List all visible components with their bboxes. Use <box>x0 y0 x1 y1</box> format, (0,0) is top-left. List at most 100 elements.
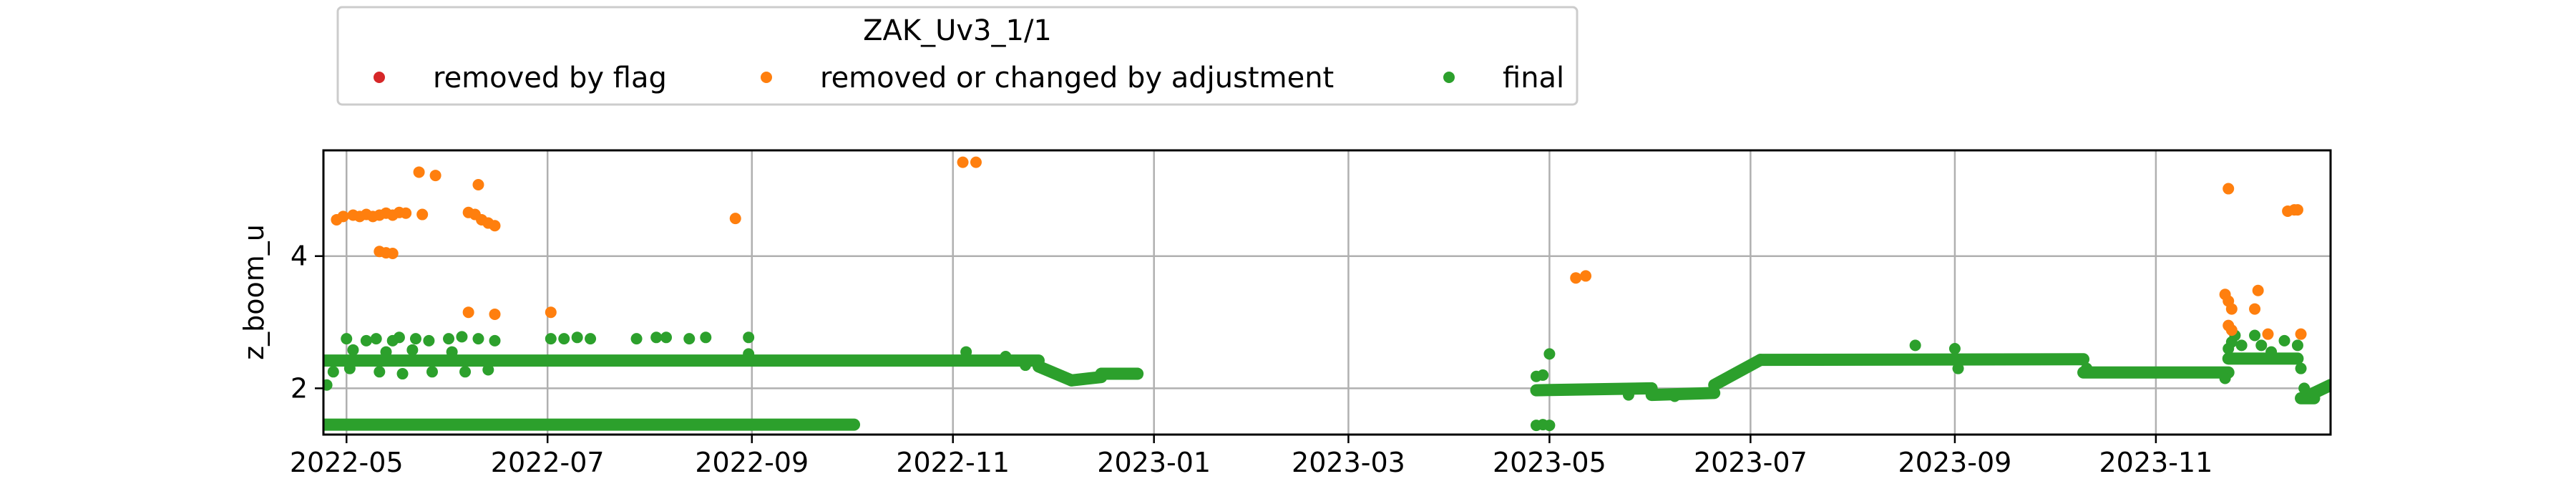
data-point-removed-or-changed-by-adjustment <box>2225 324 2238 336</box>
data-point-removed-or-changed-by-adjustment <box>1570 272 1582 284</box>
data-point-final <box>2255 339 2268 352</box>
data-point-final <box>1543 348 1556 360</box>
legend: ZAK_Uv3_1/1 removed by flag removed or c… <box>336 6 1579 106</box>
data-point-final <box>1952 362 1964 374</box>
data-point-final <box>343 362 356 374</box>
data-point-final <box>1537 369 1549 381</box>
data-point-final <box>743 348 755 360</box>
data-point-final <box>2219 372 2231 384</box>
data-point-final <box>2249 329 2261 342</box>
legend-marker-removed-by-flag <box>374 72 385 83</box>
data-point-removed-or-changed-by-adjustment <box>2262 328 2274 340</box>
x-tick-label: 2022-09 <box>695 447 809 478</box>
data-point-removed-or-changed-by-adjustment <box>416 208 429 221</box>
data-point-removed-or-changed-by-adjustment <box>957 156 969 168</box>
legend-label-final: final <box>1503 62 1564 95</box>
data-point-final <box>2278 334 2290 347</box>
x-tick-label: 2022-11 <box>896 447 1010 478</box>
data-point-final <box>1909 339 1921 352</box>
data-point-final <box>341 333 353 345</box>
data-point-removed-or-changed-by-adjustment <box>545 306 557 319</box>
data-point-removed-or-changed-by-adjustment <box>2291 204 2303 216</box>
data-point-final <box>446 346 458 358</box>
data-point-removed-or-changed-by-adjustment <box>472 179 484 191</box>
y-tick-label: 2 <box>291 372 308 404</box>
x-axis: 2022-05 2022-07 2022-09 2022-11 2023-01 2023-… <box>290 435 2212 478</box>
data-point-final <box>374 366 386 378</box>
data-run-final <box>2308 379 2331 399</box>
data-point-final <box>396 368 409 380</box>
data-point-final <box>406 344 419 356</box>
data-point-removed-or-changed-by-adjustment <box>2249 303 2261 315</box>
data-point-final <box>459 366 472 378</box>
data-point-final <box>323 379 333 391</box>
y-axis-label: z_boom_u <box>238 224 270 360</box>
y-tick-label: 4 <box>291 241 308 272</box>
data-point-final <box>571 331 583 344</box>
legend-box <box>336 6 1579 106</box>
data-point-final <box>2291 339 2303 352</box>
data-point-final <box>327 366 339 378</box>
data-point-removed-or-changed-by-adjustment <box>2223 183 2235 195</box>
data-point-final <box>585 333 597 345</box>
legend-marker-final <box>1443 72 1455 83</box>
data-point-final <box>380 346 392 358</box>
legend-title: ZAK_Uv3_1/1 <box>863 14 1052 47</box>
data-point-final <box>630 333 643 345</box>
data-point-final <box>1020 359 1032 372</box>
x-tick-label: 2023-07 <box>1694 447 1807 478</box>
x-tick-label: 2022-05 <box>290 447 404 478</box>
data-point-final <box>426 366 438 378</box>
data-point-final <box>456 331 468 343</box>
data-point-final <box>393 331 405 344</box>
data-point-final <box>2298 382 2311 394</box>
data-point-removed-or-changed-by-adjustment <box>400 207 412 219</box>
data-point-final <box>1948 342 1961 354</box>
data-point-final <box>1669 390 1681 402</box>
data-point-final <box>472 333 484 345</box>
data-point-final <box>347 344 359 356</box>
data-point-final <box>1622 389 1634 401</box>
grid <box>323 150 2331 435</box>
legend-label-removed-by-flag: removed by flag <box>433 62 667 95</box>
x-tick-label: 2023-09 <box>1898 447 2012 478</box>
data-run-final <box>1708 354 1767 392</box>
data-point-removed-or-changed-by-adjustment <box>386 248 399 260</box>
data-point-final <box>558 333 570 345</box>
data-point-removed-or-changed-by-adjustment <box>462 306 474 319</box>
data-run-final <box>1645 387 1721 402</box>
data-point-removed-or-changed-by-adjustment <box>1580 270 1592 282</box>
data-point-final <box>545 333 557 345</box>
data-point-final <box>683 333 696 345</box>
data-point-final <box>482 364 494 376</box>
legend-marker-removed-or-changed <box>761 72 772 83</box>
data-point-final <box>660 331 673 344</box>
data-point-final <box>443 333 455 345</box>
data-point-final <box>1000 351 1012 363</box>
data-point-final <box>2235 339 2248 352</box>
data-run-final <box>1754 353 2090 367</box>
plot-frame <box>322 149 2332 436</box>
data-point-removed-or-changed-by-adjustment <box>2225 303 2238 315</box>
plot-background <box>323 150 2331 435</box>
data-point-final <box>2265 346 2278 358</box>
data-point-removed-or-changed-by-adjustment <box>489 308 501 320</box>
x-tick-label: 2023-01 <box>1097 447 1211 478</box>
data-point-removed-or-changed-by-adjustment <box>489 220 501 232</box>
data-point-final <box>2081 362 2093 374</box>
x-tick-label: 2022-07 <box>491 447 605 478</box>
data-point-final <box>423 334 435 347</box>
data-point-removed-or-changed-by-adjustment <box>2252 284 2264 296</box>
data-point-final <box>489 334 501 347</box>
data-point-final <box>409 333 421 345</box>
data-point-final <box>2295 362 2307 374</box>
data-point-removed-or-changed-by-adjustment <box>413 166 425 178</box>
data-point-final <box>1543 420 1556 432</box>
legend-label-removed-or-changed: removed or changed by adjustment <box>820 62 1334 95</box>
x-tick-label: 2023-03 <box>1292 447 1405 478</box>
data-point-final <box>360 334 372 347</box>
data-layer <box>323 156 2331 432</box>
y-axis: 24 <box>291 241 323 404</box>
data-point-final <box>743 331 755 344</box>
